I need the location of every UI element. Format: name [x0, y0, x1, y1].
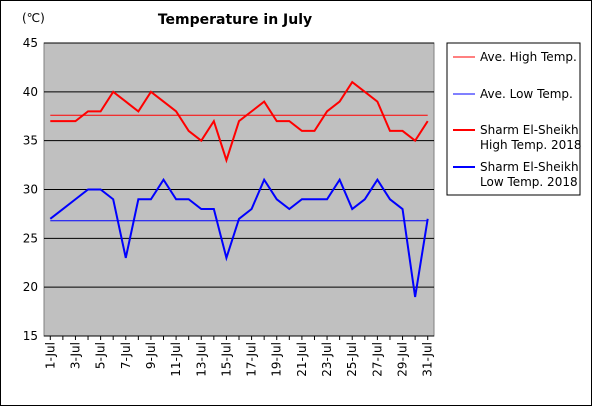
- y-axis-label: (℃): [22, 11, 45, 25]
- legend-label: Ave. High Temp.: [480, 50, 577, 64]
- x-tick-label: 9-Jul: [144, 342, 158, 369]
- series-line: [49, 177, 429, 298]
- x-tick-label: 5-Jul: [94, 342, 108, 369]
- x-tick-label: 13-Jul: [194, 342, 208, 377]
- x-tick-label: 15-Jul: [219, 342, 233, 377]
- legend-label: Ave. Low Temp.: [480, 87, 573, 101]
- x-tick-label: 27-Jul: [370, 342, 384, 377]
- y-tick-label: 30: [23, 183, 38, 197]
- chart-title: Temperature in July: [158, 12, 312, 28]
- y-tick-label: 45: [23, 36, 38, 50]
- series-line: [50, 80, 429, 164]
- x-tick-label: 21-Jul: [295, 342, 309, 377]
- y-tick-label: 35: [23, 134, 38, 148]
- y-tick-label: 40: [23, 85, 38, 99]
- x-tick-label: 29-Jul: [396, 342, 410, 377]
- legend-box: [446, 42, 581, 196]
- x-tick-label: 1-Jul: [43, 342, 57, 369]
- x-tick-label: 7-Jul: [119, 342, 133, 369]
- x-tick-label: 19-Jul: [270, 342, 284, 377]
- x-tick-label: 25-Jul: [345, 342, 359, 377]
- y-tick-label: 25: [23, 231, 38, 245]
- y-tick-label: 20: [23, 280, 38, 294]
- x-tick-label: 23-Jul: [320, 342, 334, 377]
- x-tick-label: 11-Jul: [169, 342, 183, 377]
- y-tick-label: 15: [23, 329, 38, 343]
- legend-label: Sharm El-Sheikh Low Temp. 2018: [480, 160, 579, 189]
- x-tick-label: 3-Jul: [68, 342, 82, 369]
- legend-label: Sharm El-Sheikh High Temp. 2018: [480, 123, 582, 152]
- x-tick-label: 17-Jul: [245, 342, 259, 377]
- x-tick-label: 31-Jul: [421, 342, 435, 377]
